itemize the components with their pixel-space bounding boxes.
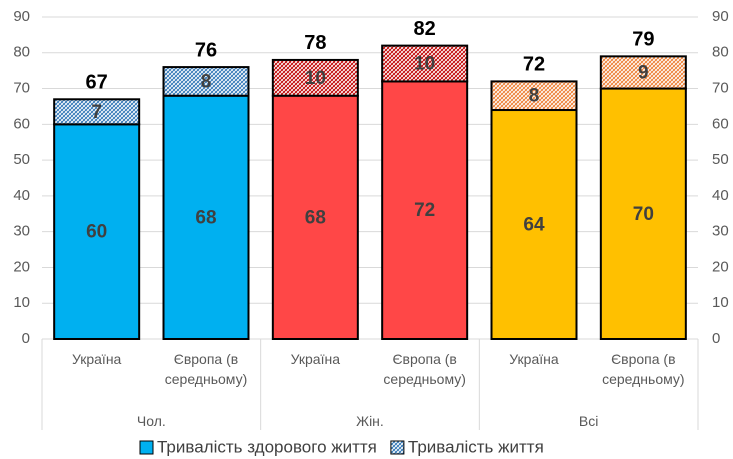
- segment-label: 7: [91, 102, 102, 123]
- segment-label: 72: [414, 200, 435, 221]
- bar-segment: [271, 58, 359, 97]
- y2-tick-label: 90: [712, 8, 729, 25]
- bar-segment: [162, 94, 250, 341]
- bar-segment: [490, 80, 578, 112]
- y2-tick-label: 40: [712, 187, 729, 204]
- bar-segment: [162, 66, 250, 97]
- y2-tick-label: 50: [712, 151, 729, 168]
- segment-label: 8: [529, 86, 540, 107]
- y2-tick-label: 70: [712, 80, 729, 97]
- y2-tick-label: 80: [712, 44, 729, 61]
- y-tick-label: 80: [13, 44, 30, 61]
- group-label: Жін.: [356, 413, 384, 429]
- legend-label: Тривалість життя: [408, 437, 544, 456]
- bar-segment: [490, 109, 578, 341]
- y-tick-label: 10: [13, 294, 30, 311]
- y2-tick-label: 30: [712, 223, 729, 240]
- y-tick-label: 40: [13, 187, 30, 204]
- legend-swatch: [139, 440, 154, 455]
- x-tick-label: Україна: [71, 351, 122, 367]
- legend-label: Тривалість здорового життя: [157, 437, 377, 456]
- total-label: 82: [414, 18, 436, 40]
- y-tick-label: 0: [22, 330, 30, 347]
- segment-label: 68: [305, 207, 326, 228]
- legend-swatch: [390, 440, 405, 455]
- y-tick-label: 90: [13, 8, 30, 25]
- bar-segment: [381, 80, 469, 341]
- y2-tick-label: 0: [712, 330, 720, 347]
- group-label: Чол.: [136, 413, 166, 429]
- y-tick-label: 20: [13, 258, 30, 275]
- segment-label: 70: [633, 204, 654, 225]
- total-label: 78: [304, 32, 326, 54]
- x-tick-label: Україна: [290, 351, 340, 367]
- bar-segment: [381, 44, 469, 83]
- segment-label: 64: [523, 215, 545, 236]
- y-tick-label: 70: [13, 80, 30, 97]
- segment-label: 68: [195, 207, 216, 228]
- bar-segment: [599, 87, 687, 340]
- segment-label: 60: [86, 222, 107, 243]
- y-tick-label: 30: [13, 223, 30, 240]
- segment-label: 10: [305, 68, 326, 89]
- y-tick-label: 60: [13, 115, 30, 132]
- y2-tick-label: 60: [712, 115, 729, 132]
- x-tick-label: Європа (в середньому): [383, 351, 466, 387]
- bar-segment: [599, 55, 687, 90]
- bar-segment: [53, 98, 141, 126]
- y2-tick-label: 20: [712, 258, 729, 275]
- total-label: 72: [523, 54, 545, 76]
- x-tick-label: Україна: [509, 351, 559, 367]
- y-tick-label: 50: [13, 151, 30, 168]
- total-label: 79: [632, 29, 654, 51]
- x-tick-label: Європа (в середньому): [602, 351, 685, 387]
- y2-tick-label: 10: [712, 294, 729, 311]
- total-label: 67: [86, 72, 108, 94]
- total-label: 76: [195, 39, 217, 61]
- segment-label: 8: [201, 71, 212, 92]
- x-tick-label: Європа (в середньому): [164, 351, 248, 387]
- bar-segment: [271, 94, 359, 341]
- group-label: Всі: [578, 413, 599, 429]
- segment-label: 10: [414, 54, 435, 75]
- segment-label: 9: [638, 62, 649, 83]
